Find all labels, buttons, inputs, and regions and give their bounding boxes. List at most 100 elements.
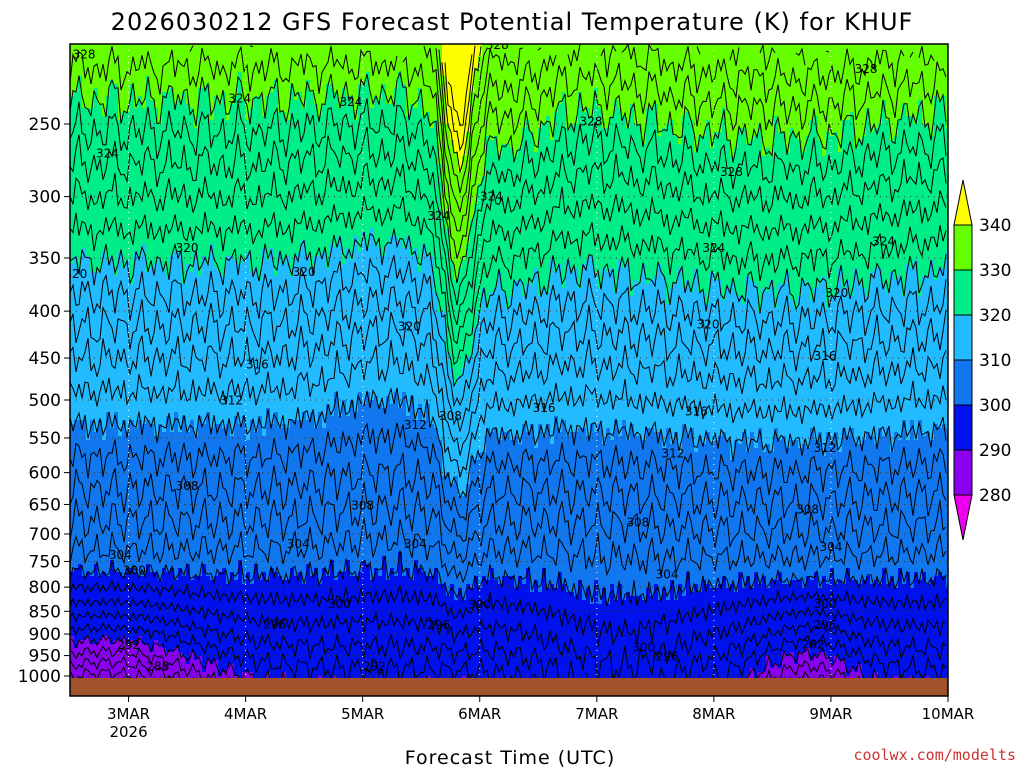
shading-cell <box>650 596 655 696</box>
shading-cell <box>670 444 675 581</box>
shading-cell <box>414 44 419 109</box>
shading-cell <box>554 588 559 696</box>
shading-cell <box>830 44 835 137</box>
shading-cell <box>802 152 807 281</box>
shading-cell <box>266 96 271 261</box>
contour-line <box>444 45 476 152</box>
shading-cell <box>530 284 535 425</box>
shading-cell <box>850 428 855 581</box>
shading-cell <box>266 44 271 97</box>
contour-label: 328 <box>720 165 743 179</box>
shading-cell <box>858 140 863 285</box>
shading-cell <box>530 592 535 696</box>
shading-cell <box>926 44 931 125</box>
shading-cell <box>110 644 115 696</box>
shading-cell <box>226 120 231 257</box>
shading-cell <box>574 124 579 269</box>
shading-cell <box>754 136 759 285</box>
legend-label: 330 <box>979 261 1011 281</box>
contour-line <box>696 46 701 55</box>
shading-cell <box>570 272 575 433</box>
shading-cell <box>206 44 211 85</box>
shading-cell <box>314 256 319 429</box>
shading-cell <box>218 104 223 273</box>
shading-cell <box>654 584 659 696</box>
shading-cell <box>690 44 695 121</box>
shading-cell <box>94 564 99 645</box>
shading-cell <box>242 584 247 673</box>
shading-cell <box>542 288 547 437</box>
shading-cell <box>210 120 215 245</box>
shading-cell <box>530 132 535 285</box>
shading-cell <box>106 576 111 637</box>
shading-cell <box>86 44 91 109</box>
shading-cell <box>802 280 807 445</box>
shading-cell <box>930 440 935 581</box>
shading-cell <box>670 120 675 289</box>
shading-cell <box>918 100 923 297</box>
shading-cell <box>838 44 843 153</box>
shading-cell <box>914 572 919 693</box>
shading-cell <box>434 292 439 429</box>
shading-cell <box>774 116 779 309</box>
contour-label: 316 <box>685 405 708 419</box>
shading-cell <box>442 312 447 477</box>
shading-cell <box>662 44 667 129</box>
shading-cell <box>590 44 595 117</box>
shading-cell <box>246 44 251 121</box>
shading-cell <box>126 112 131 261</box>
shading-cell <box>270 92 275 249</box>
shading-cell <box>122 636 127 689</box>
shading-cell <box>810 428 815 581</box>
shading-cell <box>358 572 363 689</box>
shading-cell <box>922 44 927 125</box>
shading-cell <box>142 424 147 577</box>
shading-cell <box>730 460 735 585</box>
shading-cell <box>658 432 663 601</box>
shading-cell <box>846 280 851 437</box>
contour-label: 296 <box>427 618 450 632</box>
shading-cell <box>342 264 347 401</box>
shading-cell <box>310 268 315 413</box>
shading-cell <box>898 440 903 569</box>
x-tick-label: 5MAR <box>341 705 384 723</box>
shading-cell <box>346 96 351 249</box>
shading-cell <box>234 44 239 97</box>
shading-cell <box>230 572 235 665</box>
shading-cell <box>722 300 727 433</box>
shading-cell <box>230 104 235 257</box>
y-tick-label: 400 <box>29 302 61 322</box>
shading-cell <box>734 292 739 441</box>
contour-label: 300 <box>468 597 491 611</box>
shading-cell <box>770 44 775 157</box>
shading-cell <box>318 584 323 677</box>
legend-swatch <box>953 494 973 541</box>
shading-cell <box>390 236 395 405</box>
shading-cell <box>122 576 127 637</box>
shading-cell <box>266 408 271 581</box>
shading-cell <box>510 296 515 441</box>
shading-cell <box>550 444 555 585</box>
shading-cell <box>886 292 891 429</box>
legend-label: 340 <box>979 216 1011 236</box>
contour-label: 304 <box>819 540 842 554</box>
shading-cell <box>630 44 635 105</box>
shading-cell <box>138 576 143 637</box>
shading-cell <box>666 428 671 601</box>
contour-line <box>70 645 239 696</box>
shading-cell <box>114 276 119 413</box>
shading-cell <box>370 400 375 581</box>
shading-cell <box>902 420 907 585</box>
shading-cell <box>378 248 383 405</box>
shading-cell <box>838 580 843 661</box>
shading-cell <box>462 44 467 157</box>
shading-cell <box>462 260 467 369</box>
shading-cell <box>374 44 379 97</box>
shading-cell <box>398 44 403 73</box>
shading-cell <box>934 424 939 577</box>
shading-cell <box>518 148 523 281</box>
shading-cell <box>82 108 87 249</box>
shading-cell <box>206 576 211 661</box>
shading-cell <box>706 432 711 585</box>
shading-cell <box>254 96 259 269</box>
